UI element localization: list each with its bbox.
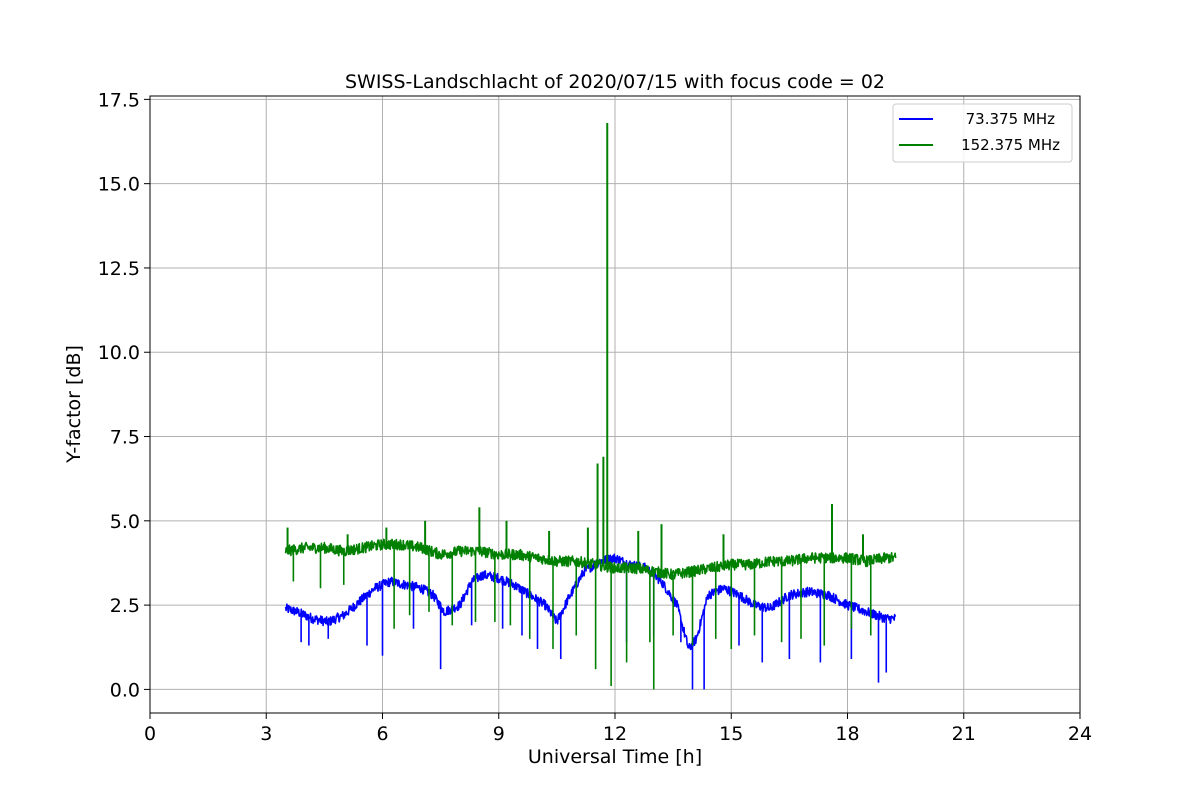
x-tick-label: 3 (260, 723, 272, 745)
y-tick-label: 15.0 (98, 174, 140, 196)
legend: 73.375 MHz 152.375 MHz (892, 103, 1073, 163)
y-tick-label: 10.0 (98, 342, 140, 364)
y-tick-label: 0.0 (110, 679, 140, 701)
x-tick-label: 12 (603, 723, 627, 745)
x-tick-label: 18 (835, 723, 859, 745)
legend-label-152mhz: 152.375 MHz (961, 136, 1060, 154)
chart-title: SWISS-Landschlacht of 2020/07/15 with fo… (345, 71, 885, 93)
x-tick-label: 24 (1068, 723, 1092, 745)
series-line-0 (284, 553, 897, 651)
y-tick-label: 17.5 (98, 89, 140, 111)
x-tick-label: 9 (493, 723, 505, 745)
series-line-1 (284, 538, 897, 580)
legend-box (892, 103, 1073, 163)
series-layer (284, 122, 897, 690)
x-tick-label: 0 (144, 723, 156, 745)
y-tick-label: 2.5 (110, 595, 140, 617)
x-tick-label: 6 (376, 723, 388, 745)
y-tick-label: 12.5 (98, 258, 140, 280)
ticks: 0 3 6 9 12 15 18 21 24 0.0 2.5 5.0 7.5 10.0 12.5 15.0 17… (98, 89, 1092, 745)
y-tick-label: 7.5 (110, 427, 140, 449)
x-tick-label: 15 (719, 723, 743, 745)
legend-label-73mhz: 73.375 MHz (966, 110, 1055, 128)
x-axis-label: Universal Time [h] (528, 746, 702, 768)
y-axis-label: Y-factor [dB] (63, 345, 85, 464)
x-tick-label: 21 (952, 723, 976, 745)
y-tick-label: 5.0 (110, 511, 140, 533)
